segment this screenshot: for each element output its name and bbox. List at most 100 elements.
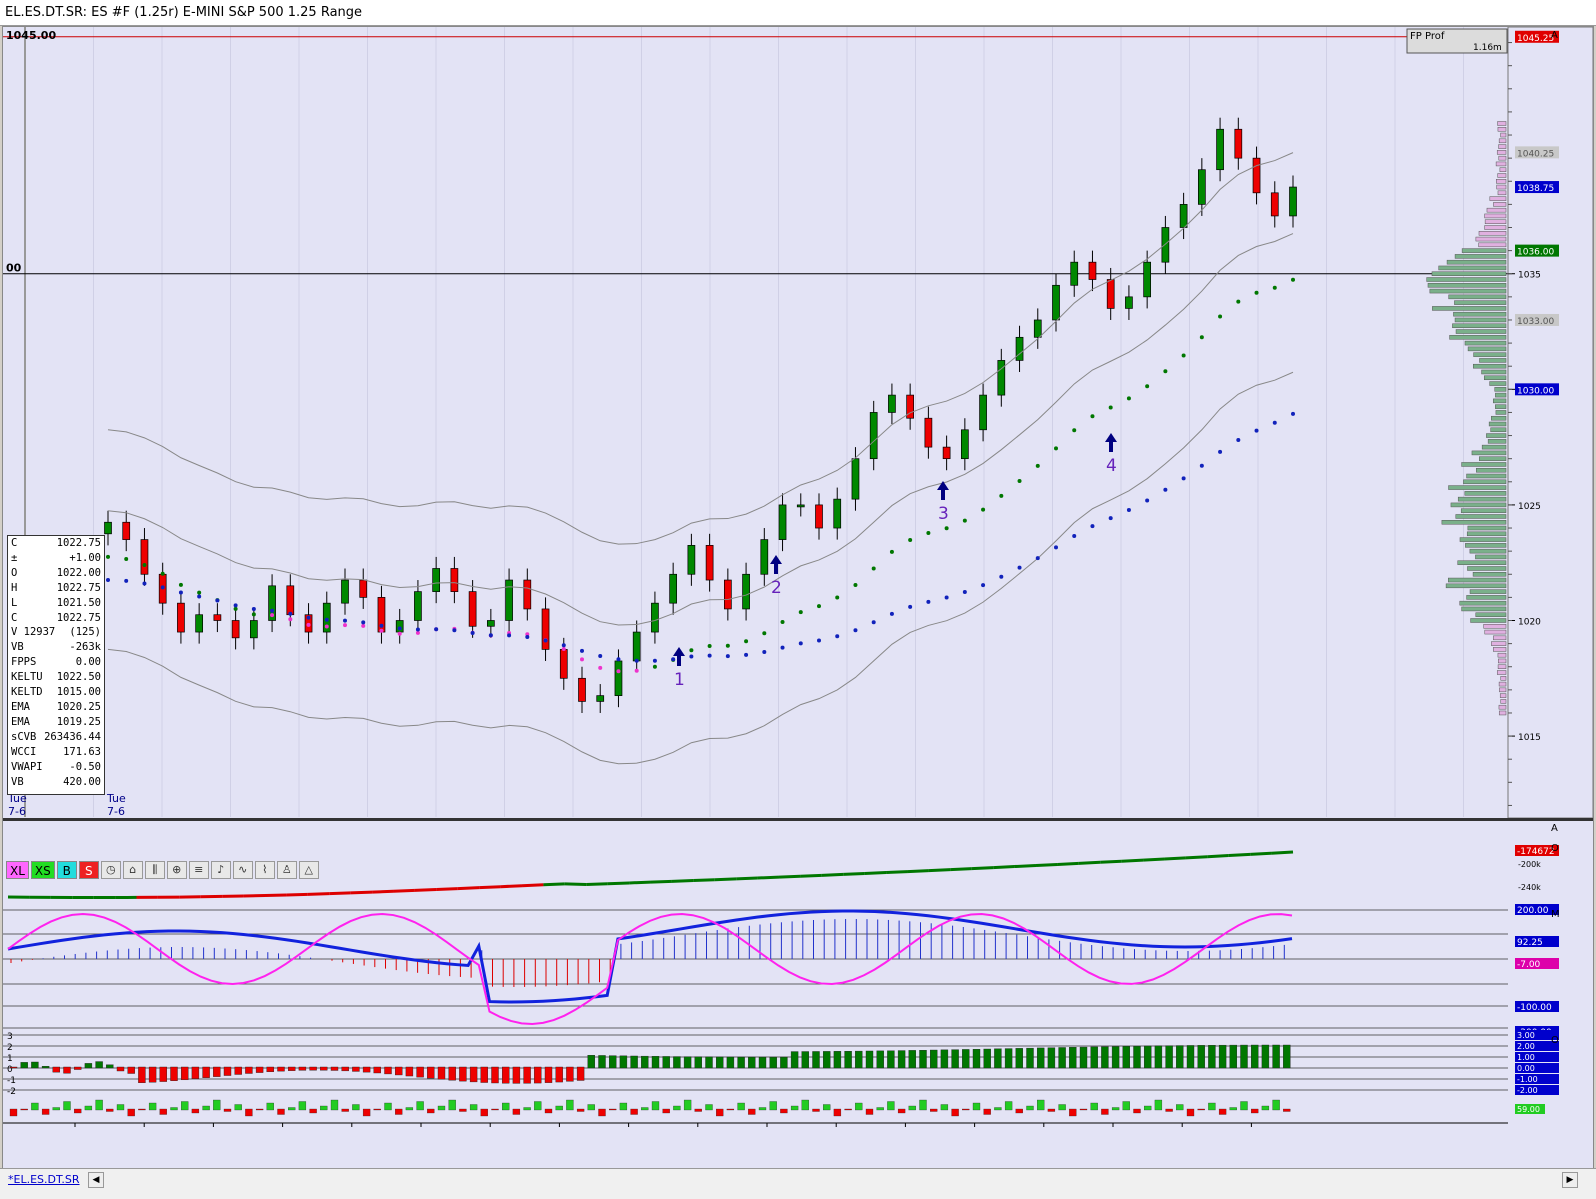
profile-bar: [1467, 474, 1506, 478]
osc-bar: [920, 1050, 927, 1068]
osc-bar: [652, 1056, 659, 1068]
xs-button[interactable]: XS: [31, 861, 55, 879]
candle-body: [1071, 262, 1078, 285]
price-marker-label: 1030.00: [1517, 386, 1554, 396]
profile-bar: [1456, 514, 1506, 518]
profile-bar: [1467, 595, 1506, 599]
osc-bar: [1069, 1047, 1076, 1068]
cvb-line: [608, 883, 629, 884]
candle-body: [105, 522, 112, 534]
price-marker-label: 1045.25: [1517, 34, 1554, 44]
data-window-key: C: [11, 611, 17, 626]
osc-bar: [1048, 1048, 1055, 1068]
ema-fast-dot: [562, 647, 566, 651]
ema-slow-dot: [1090, 524, 1094, 528]
profile-bar: [1486, 434, 1506, 438]
ema-fast-dot: [398, 632, 402, 636]
profile-bar: [1484, 376, 1506, 380]
osc-bar: [1187, 1045, 1194, 1068]
ema-slow-dot: [197, 594, 201, 598]
ema-slow-dot: [799, 641, 803, 645]
volume-bar: [21, 1109, 28, 1110]
profile-bar: [1468, 347, 1506, 351]
cvb-line: [286, 894, 307, 895]
volume-bar: [845, 1109, 852, 1110]
profile-bar: [1498, 173, 1506, 177]
volume-bar: [556, 1106, 563, 1110]
cvb-line: [1015, 866, 1036, 867]
volume-bar: [887, 1102, 894, 1111]
osc-bar: [213, 1067, 220, 1077]
volume-bar: [684, 1100, 691, 1110]
profile-bar: [1447, 260, 1506, 264]
clock-icon[interactable]: ◷: [101, 861, 121, 879]
data-window-key: FPPS: [11, 655, 36, 670]
profile-bar: [1491, 642, 1506, 646]
profile-bar: [1432, 306, 1506, 310]
drawing-icon[interactable]: △: [299, 861, 319, 879]
candle-body: [469, 592, 476, 627]
bars-icon[interactable]: ⫼: [145, 861, 165, 879]
cvb-line: [1186, 857, 1207, 858]
ema-fast-dot: [1109, 405, 1113, 409]
data-window-key: O: [11, 566, 17, 581]
list-icon[interactable]: ≡: [189, 861, 209, 879]
s-button[interactable]: S: [79, 861, 99, 879]
cvb-line: [1207, 856, 1228, 857]
data-window-row: ±+1.00: [11, 551, 101, 566]
profile-bar: [1482, 445, 1506, 449]
profile-bar: [1485, 214, 1506, 218]
volume-bar: [1283, 1109, 1290, 1112]
chart-canvas[interactable]: 1045.0000103510301025102010151045.251040…: [3, 27, 1593, 1127]
ema-fast-dot: [142, 563, 146, 567]
scroll-left-icon[interactable]: ◀: [88, 1172, 104, 1188]
cvb-line: [394, 890, 415, 891]
profile-bar: [1490, 197, 1506, 201]
zoom-icon[interactable]: ⊕: [167, 861, 187, 879]
ema-slow-dot: [1018, 566, 1022, 570]
ema-slow-dot: [744, 653, 748, 657]
person-icon[interactable]: ♙: [277, 861, 297, 879]
cvb-line: [1036, 864, 1057, 865]
b-button[interactable]: B: [57, 861, 77, 879]
data-window-key: VB: [11, 640, 24, 655]
volume-bar: [588, 1105, 595, 1111]
volume-bar: [727, 1109, 734, 1110]
cci-marker-label: -100.00: [1517, 1003, 1552, 1013]
cvb-line: [1143, 859, 1164, 860]
ema-slow-dot: [307, 616, 311, 620]
xyz-icon[interactable]: ⌂: [123, 861, 143, 879]
data-window-value: 420.00: [63, 775, 101, 790]
xl-button[interactable]: XL: [6, 861, 29, 879]
volume-bar: [652, 1102, 659, 1111]
volume-bar: [802, 1100, 809, 1110]
candle-body: [1198, 170, 1205, 205]
cvb-line: [672, 881, 693, 882]
osc-bar: [417, 1067, 424, 1077]
chart-tab[interactable]: *EL.ES.DT.SR: [8, 1173, 80, 1186]
candle-body: [1053, 285, 1060, 320]
cci-marker-label: 92.25: [1517, 938, 1543, 948]
profile-bar: [1493, 647, 1506, 651]
cvb-line: [779, 876, 800, 877]
volume-bar: [1166, 1109, 1173, 1112]
cvb-line: [693, 880, 714, 881]
ema-fast-dot: [835, 596, 839, 600]
trend-icon[interactable]: ⌇: [255, 861, 275, 879]
data-window-row: VB-263k: [11, 640, 101, 655]
volume-bar: [1134, 1109, 1141, 1113]
volume-bar: [855, 1103, 862, 1110]
candle-body: [414, 592, 421, 621]
indicator-icon[interactable]: ∿: [233, 861, 253, 879]
osc-marker-label: 1.00: [1517, 1053, 1535, 1062]
volume-bar: [952, 1109, 959, 1116]
scroll-right-icon[interactable]: ▶: [1562, 1172, 1578, 1188]
bell-icon[interactable]: ♪: [211, 861, 231, 879]
data-window-value: 0.00: [76, 655, 101, 670]
osc-bar: [1059, 1047, 1066, 1068]
ema-slow-dot: [835, 634, 839, 638]
data-window-value: 1022.75: [57, 536, 101, 551]
osc-bar: [887, 1051, 894, 1068]
